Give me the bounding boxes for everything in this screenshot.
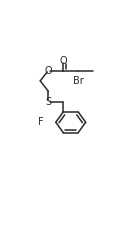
Text: O: O — [59, 56, 66, 66]
Text: O: O — [44, 65, 52, 76]
Text: Br: Br — [72, 76, 83, 86]
Text: S: S — [45, 97, 51, 107]
Text: F: F — [38, 117, 43, 127]
